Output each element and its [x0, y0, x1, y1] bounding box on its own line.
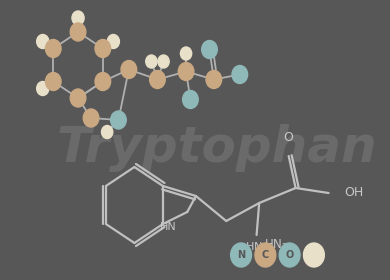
Circle shape — [101, 125, 113, 139]
Circle shape — [46, 39, 61, 57]
Text: Tryptophan: Tryptophan — [57, 124, 377, 172]
Circle shape — [37, 81, 49, 95]
Circle shape — [83, 109, 99, 127]
Circle shape — [158, 55, 169, 68]
Circle shape — [146, 55, 157, 68]
Circle shape — [183, 90, 198, 109]
Text: N: N — [237, 250, 245, 260]
Text: OH: OH — [344, 186, 363, 199]
Text: C: C — [262, 250, 269, 260]
Circle shape — [70, 89, 86, 107]
Circle shape — [232, 66, 248, 83]
Circle shape — [95, 73, 111, 90]
Circle shape — [303, 243, 324, 267]
Circle shape — [279, 243, 300, 267]
Circle shape — [202, 41, 217, 59]
Circle shape — [46, 73, 61, 90]
Circle shape — [230, 243, 252, 267]
Text: HN: HN — [160, 222, 177, 232]
Circle shape — [178, 62, 194, 81]
Text: HN$_2$: HN$_2$ — [245, 240, 268, 254]
Circle shape — [181, 47, 192, 60]
Circle shape — [206, 71, 222, 88]
Circle shape — [70, 23, 86, 41]
Circle shape — [255, 243, 276, 267]
Circle shape — [121, 60, 136, 78]
Text: O: O — [285, 250, 294, 260]
Text: HN$_2$: HN$_2$ — [264, 237, 288, 253]
Circle shape — [95, 39, 111, 57]
Circle shape — [111, 111, 126, 129]
Text: O: O — [284, 131, 294, 144]
Circle shape — [37, 34, 49, 48]
Circle shape — [72, 11, 84, 25]
Circle shape — [150, 71, 165, 88]
Circle shape — [107, 34, 119, 48]
